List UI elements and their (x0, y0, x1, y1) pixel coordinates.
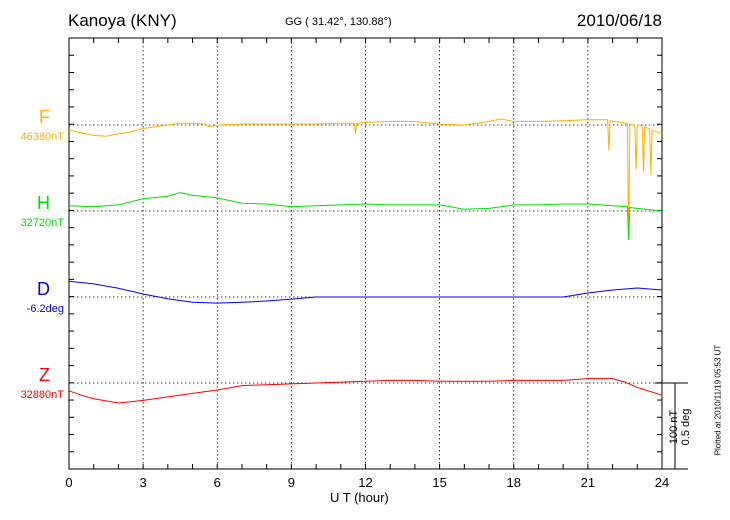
series-line-h (68, 192, 663, 240)
plotted-timestamp: Plotted at 2010/11/19 05:53 UT (713, 344, 723, 456)
station-title: Kanoya (KNY) (68, 11, 177, 30)
baseline-value-h: 32720nT (20, 217, 64, 229)
component-label-f: F (39, 107, 50, 127)
x-tick-label: 18 (506, 475, 521, 490)
component-label-h: H (37, 193, 50, 213)
x-tick-label: 24 (654, 475, 670, 490)
baseline-value-d: -6.2deg (26, 303, 64, 315)
baseline-value-f: 46380nT (20, 131, 64, 143)
x-tick-label: 15 (432, 475, 447, 490)
component-label-d: D (37, 279, 50, 299)
series-line-z (68, 378, 663, 404)
series-line-f (68, 118, 663, 240)
baseline-value-z: 32880nT (20, 389, 64, 401)
component-label-z: Z (39, 365, 50, 385)
x-tick-label: 6 (213, 475, 221, 490)
x-tick-label: 12 (358, 475, 373, 490)
plot-date: 2010/06/18 (576, 11, 662, 30)
x-tick-label: 0 (65, 475, 73, 490)
x-tick-label: 21 (580, 475, 596, 490)
x-axis-label: U T (hour) (330, 490, 389, 505)
series-line-d (68, 280, 663, 304)
scale-bar-label: 100 nT 0.5 deg (668, 409, 692, 446)
scale-deg: 0.5 deg (680, 408, 692, 446)
station-coordinates: GG ( 31.42°, 130.88°) (285, 16, 392, 28)
x-tick-label: 9 (287, 475, 295, 490)
x-tick-label: 3 (139, 475, 147, 490)
scale-nt: 100 nT (668, 409, 680, 445)
